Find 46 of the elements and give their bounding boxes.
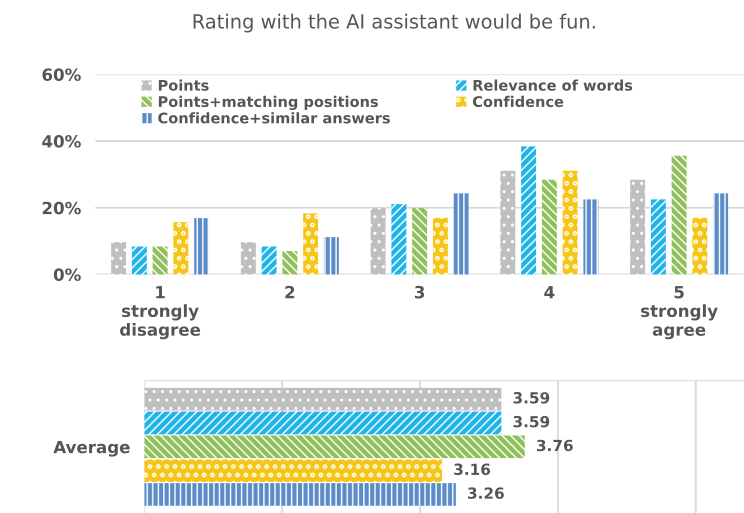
data-label: 3.76 bbox=[536, 440, 573, 452]
data-label: 3.59 bbox=[514, 416, 550, 428]
bar bbox=[132, 246, 147, 274]
data-label: 3.16 bbox=[454, 464, 490, 476]
bar bbox=[391, 204, 406, 274]
x-tick-label: 1 strongly disagree bbox=[120, 286, 200, 340]
y-tick-label: Average bbox=[53, 440, 130, 457]
y-tick-label: 20% bbox=[42, 202, 81, 214]
bar bbox=[111, 242, 126, 274]
x-tick-label: 2 bbox=[285, 286, 294, 298]
bar bbox=[152, 246, 168, 274]
x-tick-label: 3 bbox=[414, 286, 424, 298]
bar bbox=[282, 251, 298, 274]
bar bbox=[542, 180, 557, 274]
data-label: 3.26 bbox=[468, 487, 504, 499]
bar bbox=[240, 242, 256, 274]
bar bbox=[412, 208, 428, 274]
bar bbox=[454, 193, 469, 274]
legend-label: Points bbox=[158, 80, 209, 91]
bar bbox=[630, 180, 646, 274]
bar bbox=[672, 156, 687, 274]
bar bbox=[521, 146, 536, 274]
y-tick-label: 0% bbox=[54, 268, 81, 282]
bar bbox=[370, 208, 386, 274]
y-tick-label: 40% bbox=[42, 135, 81, 148]
legend-label: Relevance of words bbox=[474, 80, 632, 91]
legend-label: Confidence bbox=[472, 96, 564, 108]
x-tick-label: 4 bbox=[544, 286, 554, 298]
bar bbox=[262, 246, 277, 274]
bar bbox=[713, 193, 728, 274]
bar bbox=[194, 218, 210, 274]
bar bbox=[173, 222, 188, 274]
bar bbox=[432, 218, 448, 274]
bar bbox=[692, 218, 708, 274]
bar bbox=[303, 213, 318, 274]
bar bbox=[324, 237, 339, 274]
bar bbox=[562, 170, 578, 274]
bar bbox=[500, 170, 516, 274]
data-label: 3.59 bbox=[514, 392, 550, 404]
bar bbox=[650, 199, 666, 274]
legend-label: Points+matching positions bbox=[158, 96, 378, 110]
chart-title: Rating with the AI assistant would be fun. bbox=[194, 14, 595, 32]
x-tick-label: 5 strongly agree bbox=[641, 286, 718, 340]
y-tick-label: 60% bbox=[42, 68, 81, 81]
legend-label: Confidence+similar answers bbox=[158, 112, 390, 124]
bar bbox=[583, 199, 598, 274]
